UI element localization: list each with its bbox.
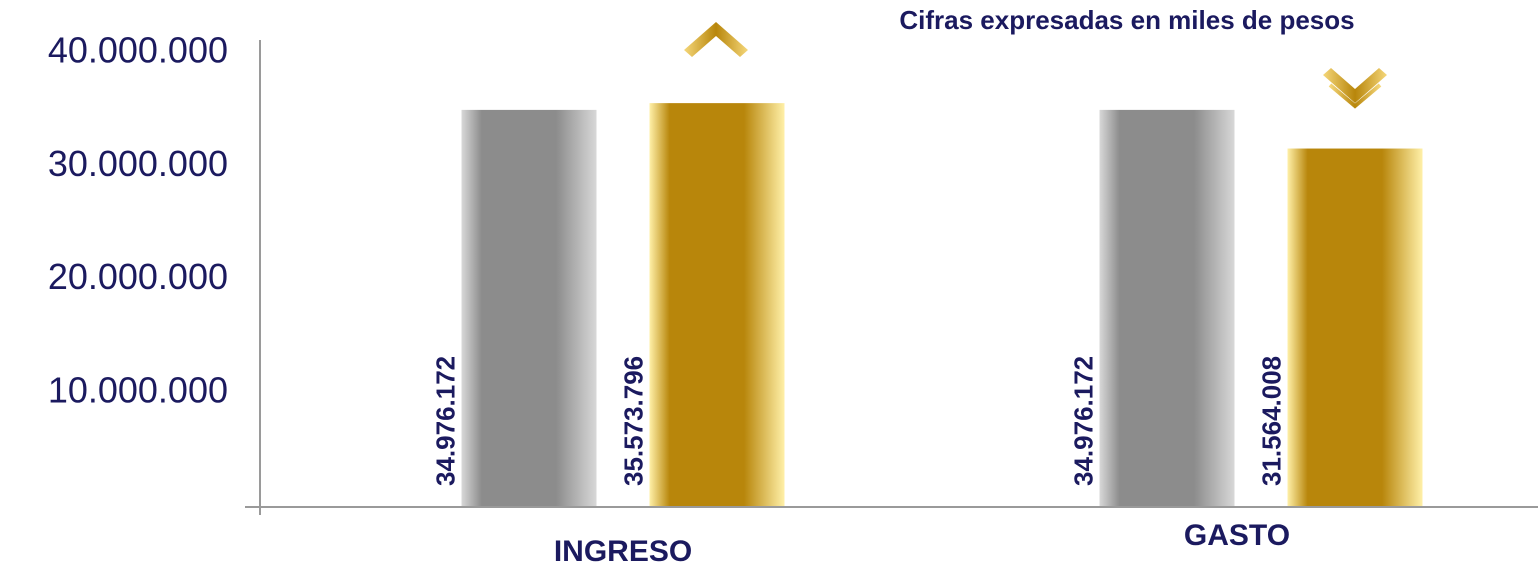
bar [461, 109, 597, 507]
up-arrow-icon [684, 22, 748, 57]
chart-subtitle: Cifras expresadas en miles de pesos [899, 5, 1354, 35]
y-tick-label: 30.000.000 [48, 143, 228, 184]
data-label: 34.976.172 [1068, 356, 1098, 486]
x-tick-label: INGRESO [554, 535, 692, 565]
bar [1287, 148, 1423, 507]
data-label: 35.573.796 [618, 356, 648, 486]
x-tick-label: GASTO [1184, 519, 1290, 552]
data-label: 34.976.172 [430, 356, 460, 486]
down-arrow-icon-inner [1328, 83, 1382, 109]
y-tick-label: 40.000.000 [48, 30, 228, 71]
down-arrow-icon [1323, 68, 1387, 103]
y-tick-label: 10.000.000 [48, 369, 228, 410]
bar [649, 103, 785, 506]
bar [1099, 109, 1235, 507]
data-label: 31.564.008 [1256, 356, 1286, 486]
y-tick-label: 20.000.000 [48, 256, 228, 297]
